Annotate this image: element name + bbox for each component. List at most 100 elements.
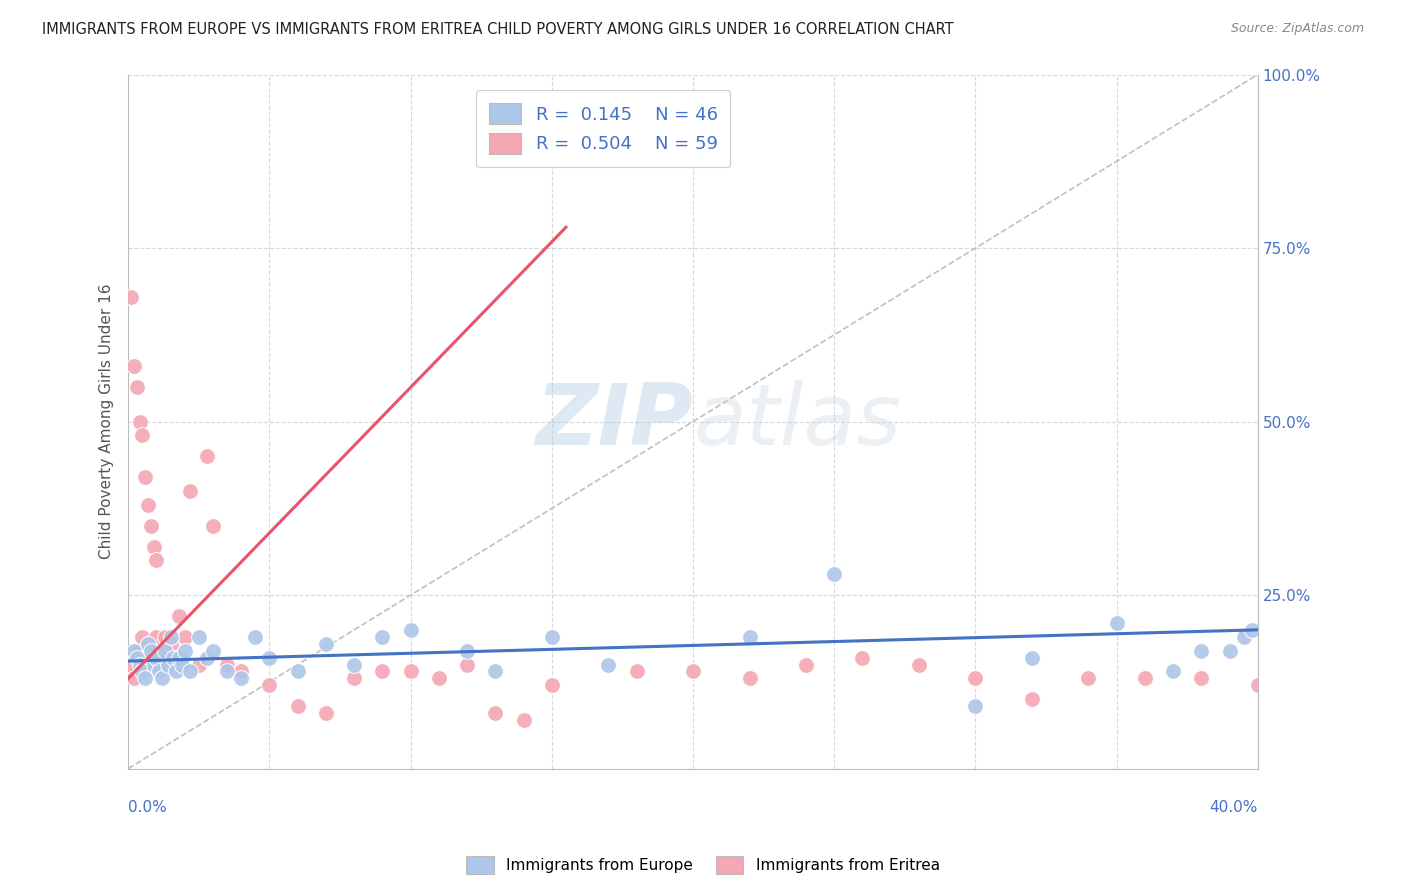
Point — [851, 650, 873, 665]
Point — [128, 415, 150, 429]
Point — [371, 630, 394, 644]
Point — [120, 290, 142, 304]
Point — [371, 665, 394, 679]
Point — [162, 650, 184, 665]
Text: IMMIGRANTS FROM EUROPE VS IMMIGRANTS FROM ERITREA CHILD POVERTY AMONG GIRLS UNDE: IMMIGRANTS FROM EUROPE VS IMMIGRANTS FRO… — [42, 22, 953, 37]
Point — [287, 699, 309, 714]
Point — [150, 643, 173, 657]
Point — [908, 657, 931, 672]
Point — [145, 630, 167, 644]
Point — [195, 650, 218, 665]
Point — [245, 630, 267, 644]
Point — [173, 630, 195, 644]
Point — [136, 637, 159, 651]
Point — [145, 650, 167, 665]
Point — [179, 665, 201, 679]
Point — [170, 650, 193, 665]
Point — [965, 699, 987, 714]
Text: atlas: atlas — [693, 380, 901, 463]
Point — [131, 630, 153, 644]
Text: 40.0%: 40.0% — [1209, 800, 1258, 815]
Point — [173, 643, 195, 657]
Point — [794, 657, 817, 672]
Point — [136, 498, 159, 512]
Point — [1241, 623, 1264, 637]
Point — [1161, 665, 1184, 679]
Point — [1189, 672, 1212, 686]
Point — [1021, 692, 1043, 706]
Point — [142, 643, 165, 657]
Point — [965, 672, 987, 686]
Point — [1133, 672, 1156, 686]
Point — [139, 518, 162, 533]
Point — [159, 630, 181, 644]
Point — [484, 665, 506, 679]
Point — [195, 450, 218, 464]
Point — [1077, 672, 1099, 686]
Point — [142, 540, 165, 554]
Point — [156, 657, 179, 672]
Point — [287, 665, 309, 679]
Point — [738, 630, 761, 644]
Point — [125, 650, 148, 665]
Point — [738, 672, 761, 686]
Point — [456, 657, 478, 672]
Point — [626, 665, 648, 679]
Point — [159, 637, 181, 651]
Point — [165, 665, 187, 679]
Point — [134, 470, 156, 484]
Point — [823, 567, 845, 582]
Point — [231, 672, 253, 686]
Point — [512, 713, 534, 727]
Text: 0.0%: 0.0% — [128, 800, 167, 815]
Point — [343, 657, 366, 672]
Point — [259, 678, 281, 692]
Point — [259, 650, 281, 665]
Legend: R =  0.145    N = 46, R =  0.504    N = 59: R = 0.145 N = 46, R = 0.504 N = 59 — [477, 90, 730, 167]
Point — [165, 657, 187, 672]
Point — [128, 657, 150, 672]
Point — [540, 630, 562, 644]
Legend: Immigrants from Europe, Immigrants from Eritrea: Immigrants from Europe, Immigrants from … — [460, 850, 946, 880]
Point — [399, 623, 422, 637]
Point — [484, 706, 506, 720]
Point — [315, 637, 337, 651]
Point — [148, 665, 170, 679]
Point — [136, 637, 159, 651]
Point — [1247, 678, 1270, 692]
Point — [1233, 630, 1256, 644]
Point — [427, 672, 450, 686]
Point — [201, 518, 224, 533]
Point — [231, 665, 253, 679]
Point — [1021, 650, 1043, 665]
Point — [125, 643, 148, 657]
Point — [134, 672, 156, 686]
Point — [122, 359, 145, 373]
Point — [153, 630, 176, 644]
Point — [125, 380, 148, 394]
Point — [1219, 643, 1241, 657]
Point — [128, 650, 150, 665]
Point — [187, 657, 209, 672]
Text: ZIP: ZIP — [536, 380, 693, 463]
Point — [167, 609, 190, 624]
Y-axis label: Child Poverty Among Girls Under 16: Child Poverty Among Girls Under 16 — [100, 284, 114, 559]
Point — [399, 665, 422, 679]
Point — [201, 643, 224, 657]
Point — [187, 630, 209, 644]
Point — [540, 678, 562, 692]
Point — [167, 650, 190, 665]
Point — [145, 553, 167, 567]
Point — [156, 657, 179, 672]
Point — [139, 650, 162, 665]
Point — [162, 650, 184, 665]
Point — [134, 657, 156, 672]
Point — [179, 483, 201, 498]
Point — [142, 657, 165, 672]
Point — [148, 650, 170, 665]
Point — [120, 657, 142, 672]
Point — [343, 672, 366, 686]
Point — [139, 643, 162, 657]
Point — [131, 428, 153, 442]
Point — [217, 657, 239, 672]
